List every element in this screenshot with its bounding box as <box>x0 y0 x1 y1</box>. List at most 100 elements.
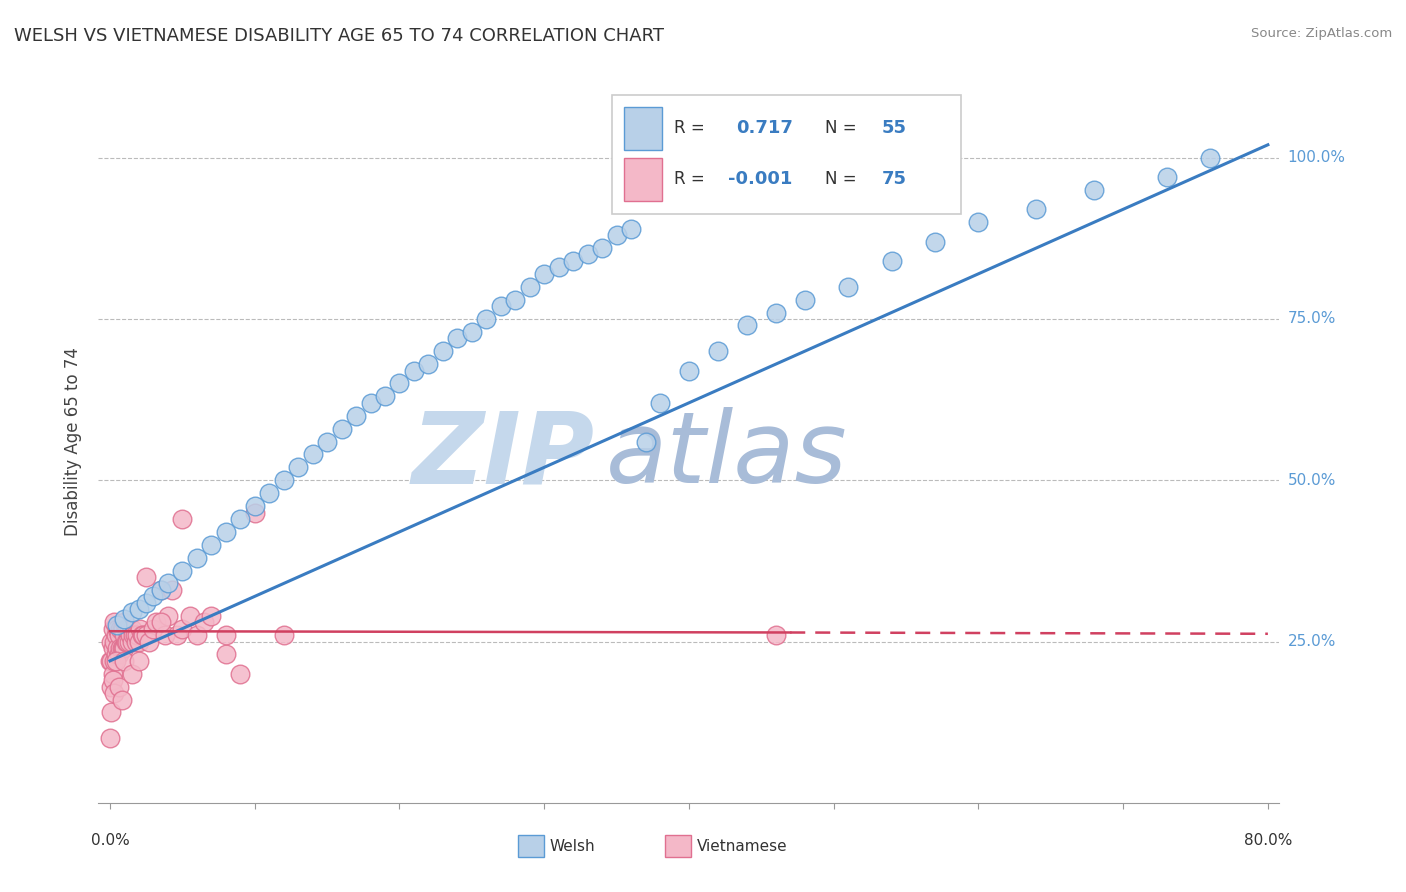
Point <box>402 363 425 377</box>
FancyBboxPatch shape <box>517 835 544 857</box>
Point <box>149 582 172 597</box>
Point <box>374 389 396 403</box>
Point <box>107 628 129 642</box>
Point <box>138 634 160 648</box>
Point <box>1025 202 1047 217</box>
Text: R =: R = <box>673 119 704 137</box>
Point <box>103 686 125 700</box>
Point <box>124 628 146 642</box>
Point <box>1156 169 1178 184</box>
Point <box>562 254 585 268</box>
Point <box>114 654 136 668</box>
Point <box>105 618 128 632</box>
Point <box>432 344 454 359</box>
Point <box>229 666 252 681</box>
Point <box>127 628 149 642</box>
Point <box>606 228 628 243</box>
Point <box>162 582 183 597</box>
Point <box>110 622 132 636</box>
Point <box>131 628 153 642</box>
Point <box>153 628 176 642</box>
Point <box>229 512 252 526</box>
Point <box>114 628 136 642</box>
Text: R =: R = <box>673 169 704 187</box>
Point <box>634 434 657 449</box>
Point <box>114 640 136 655</box>
Point <box>576 247 599 261</box>
Point <box>172 622 194 636</box>
Point <box>678 363 700 377</box>
Text: ZIP: ZIP <box>412 408 595 505</box>
Point <box>519 279 541 293</box>
Point <box>591 241 613 255</box>
Point <box>110 692 132 706</box>
Point <box>112 640 135 655</box>
Point <box>128 654 150 668</box>
Text: 55: 55 <box>882 119 907 137</box>
Point <box>301 447 323 461</box>
Point <box>273 628 295 642</box>
Text: 25.0%: 25.0% <box>1288 634 1336 649</box>
Text: 80.0%: 80.0% <box>1244 833 1292 848</box>
Point <box>316 434 339 449</box>
Point <box>156 576 179 591</box>
Text: WELSH VS VIETNAMESE DISABILITY AGE 65 TO 74 CORRELATION CHART: WELSH VS VIETNAMESE DISABILITY AGE 65 TO… <box>14 27 664 45</box>
Point <box>128 634 150 648</box>
Point <box>101 666 124 681</box>
Point <box>105 622 128 636</box>
Point <box>503 293 526 307</box>
Point <box>446 331 468 345</box>
Point <box>120 628 142 642</box>
Point <box>118 622 141 636</box>
Point <box>1083 183 1105 197</box>
Point <box>104 654 127 668</box>
Point <box>104 628 127 642</box>
Point <box>273 473 295 487</box>
Point <box>149 615 172 630</box>
Point <box>707 344 730 359</box>
Point <box>115 622 138 636</box>
Point <box>145 615 167 630</box>
Point <box>924 235 946 249</box>
Point <box>142 622 165 636</box>
Text: 0.0%: 0.0% <box>90 833 129 848</box>
Point <box>114 612 136 626</box>
Point <box>837 279 859 293</box>
Text: 75: 75 <box>882 169 907 187</box>
Point <box>166 628 188 642</box>
Point <box>115 634 138 648</box>
Point <box>108 622 131 636</box>
Point <box>1199 151 1222 165</box>
Text: -0.001: -0.001 <box>728 169 793 187</box>
FancyBboxPatch shape <box>612 95 960 214</box>
Point <box>533 267 555 281</box>
Point <box>765 628 787 642</box>
Point <box>200 538 222 552</box>
Point <box>129 622 152 636</box>
Point <box>100 680 122 694</box>
Point <box>880 254 903 268</box>
Point <box>107 680 129 694</box>
Point <box>132 628 155 642</box>
Text: Welsh: Welsh <box>550 838 595 854</box>
Point <box>135 628 157 642</box>
Point <box>215 524 238 539</box>
Point <box>122 628 145 642</box>
Point <box>100 654 122 668</box>
Point <box>104 648 127 662</box>
Point <box>215 648 238 662</box>
Point <box>117 622 139 636</box>
Point <box>121 606 143 620</box>
Point <box>344 409 367 423</box>
Point <box>125 634 148 648</box>
Point <box>100 634 122 648</box>
Point <box>475 312 498 326</box>
Point <box>121 622 143 636</box>
Point <box>118 634 141 648</box>
Point <box>547 260 569 275</box>
Point <box>172 512 194 526</box>
Point <box>121 666 143 681</box>
Point <box>648 396 671 410</box>
Text: N =: N = <box>825 119 856 137</box>
Point <box>101 673 124 688</box>
